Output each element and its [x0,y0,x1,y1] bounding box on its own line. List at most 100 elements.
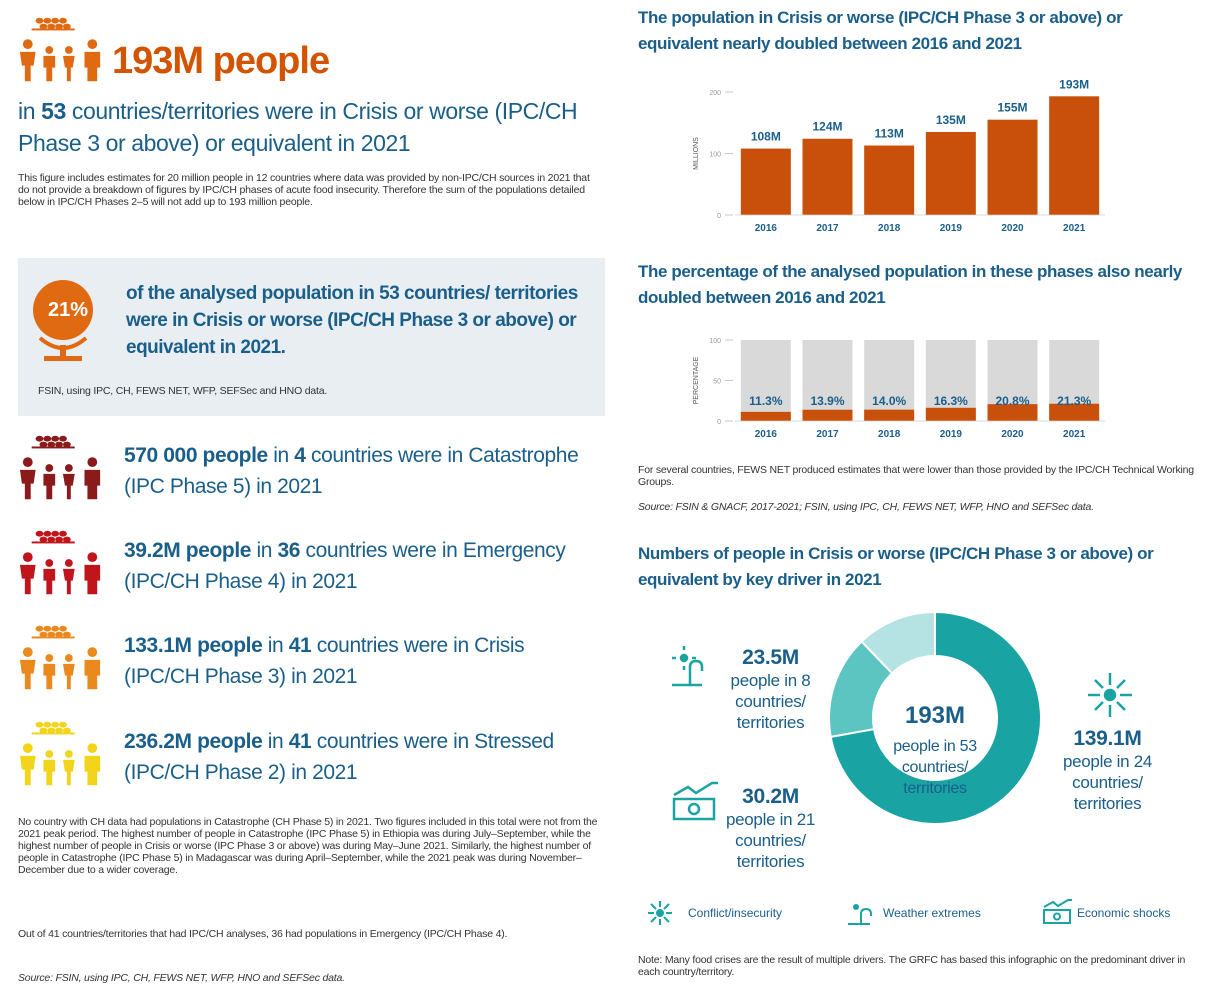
x-tick-label: 2019 [940,223,963,234]
headline-sub: in 53 countries/territories were in Cris… [18,95,578,159]
driver-value: 23.5M [742,646,799,669]
legend-label: Weather extremes [883,906,981,920]
highlight-value: 21% [48,299,89,321]
chart-title: The population in Crisis or worse (IPC/C… [638,8,1123,53]
driver-label: 139.1M people in 24 countries/ territorie… [1045,727,1170,814]
value-label: 14.0% [872,394,906,408]
phase-text: in [273,444,289,467]
highlight-text: of the analysed population in 53 countri… [126,283,578,358]
globe [33,280,93,340]
globe-stand [44,356,82,361]
highlight-source: FSIN, using IPC, CH, FEWS NET, WFP, SEFS… [38,385,328,397]
phase: 133.1M people in 41 countries were in Cr… [124,630,594,692]
x-tick-label: 2017 [816,429,839,440]
driver-icons [648,646,1132,925]
phase-count: 41 [288,634,312,657]
source: Source: FSIN, using IPC, CH, FEWS NET, W… [18,972,345,984]
bar-background [802,340,853,421]
driver-text: people in 21 countries/ territories [725,810,816,871]
phase: 236.2M people in 41 countries were in St… [124,726,594,788]
phase-icon [19,435,101,500]
driver-label: 30.2M people in 21 countries/ territories [708,785,833,872]
legend-label: Conflict/insecurity [688,906,783,920]
phase-text: countries were in Stressed (IPC/CH Phase… [124,730,554,784]
phase-text: in [267,634,284,657]
y-tick-label: 0 [717,213,721,220]
y-tick-label: 0 [717,419,721,426]
value-label: 20.8% [995,394,1029,408]
driver-text: people in 8 countries/ territories [730,671,811,732]
phase-lead: 39.2M people [124,539,252,562]
bar-background [740,340,791,421]
x-tick-label: 2018 [878,429,901,440]
bar [987,119,1038,215]
footnote: No country with CH data had populations … [18,816,598,876]
bar [864,409,915,421]
donut-segment [828,640,894,739]
chart-source: Source: FSIN & GNACF, 2017-2021; FSIN, u… [638,501,1094,513]
x-tick-label: 2021 [1063,429,1086,440]
phase-lead: 133.1M people [124,634,263,657]
phase-icon [19,625,101,690]
phase-count: 41 [288,730,312,753]
text: countries/territories were in Crisis or … [18,98,578,156]
driver-value: 139.1M [1073,727,1142,750]
headline: 193M people [112,40,330,82]
x-tick-label: 2018 [878,223,901,234]
note: This figure includes estimates for 20 mi… [18,172,590,208]
chart-note: For several countries, FEWS NET produced… [638,464,1194,488]
driver-text: people in 24 countries/ territories [1062,752,1153,813]
chart-title: Numbers of people in Crisis or worse (IP… [638,544,1154,589]
bar-background [864,340,915,421]
y-tick-label: 100 [709,338,721,345]
globe-stand [60,345,66,357]
y-tick-label: 100 [709,152,721,159]
bar [925,407,976,421]
highlight-box [18,258,605,416]
phase-icon [19,530,101,595]
donut-center-value: 193M [904,702,966,729]
bar [987,404,1038,421]
bar [740,411,791,421]
y-axis-label: PERCENTAGE [693,356,700,404]
footnote: Out of 41 countries/territories that had… [18,928,508,940]
driver-label: 23.5M people in 8 countries/ territories [708,646,833,733]
value-label: 13.9% [810,394,844,408]
donut-center-text: people in 53 countries/ territories [893,738,977,797]
x-tick-label: 2017 [816,223,839,234]
count: 53 [41,98,66,124]
bar [1049,96,1100,215]
value-label: 113M [874,127,903,141]
bar [802,409,853,421]
driver-value: 30.2M [742,785,799,808]
value-label: 124M [812,120,842,134]
y-tick-label: 200 [709,90,721,97]
phase-lead: 570 000 people [124,444,268,467]
text: in [18,98,36,124]
chart-title: The percentage of the analysed populatio… [638,262,1182,307]
bar [864,145,915,215]
bar [802,138,853,215]
phase-count: 4 [294,444,306,467]
headline-icon [19,17,101,82]
value-label: 16.3% [934,394,968,408]
phase-text: countries were in Catastrophe (IPC Phase… [124,444,579,498]
value-label: 135M [936,113,966,127]
bar [740,148,791,215]
x-tick-label: 2016 [755,223,778,234]
x-tick-label: 2020 [1001,223,1024,234]
value-label: 108M [751,130,781,144]
phase: 570 000 people in 4 countries were in Ca… [124,440,594,502]
y-tick-label: 50 [713,379,721,386]
phase-text: countries were in Emergency (IPC/CH Phas… [124,539,566,593]
phase: 39.2M people in 36 countries were in Eme… [124,535,594,597]
x-tick-label: 2021 [1063,223,1086,234]
donut-segment [829,610,1042,825]
phase-count: 36 [277,539,301,562]
bar-background [925,340,976,421]
phase-lead: 236.2M people [124,730,263,753]
value-label: 11.3% [749,394,783,408]
y-axis-label: MILLIONS [693,137,700,170]
